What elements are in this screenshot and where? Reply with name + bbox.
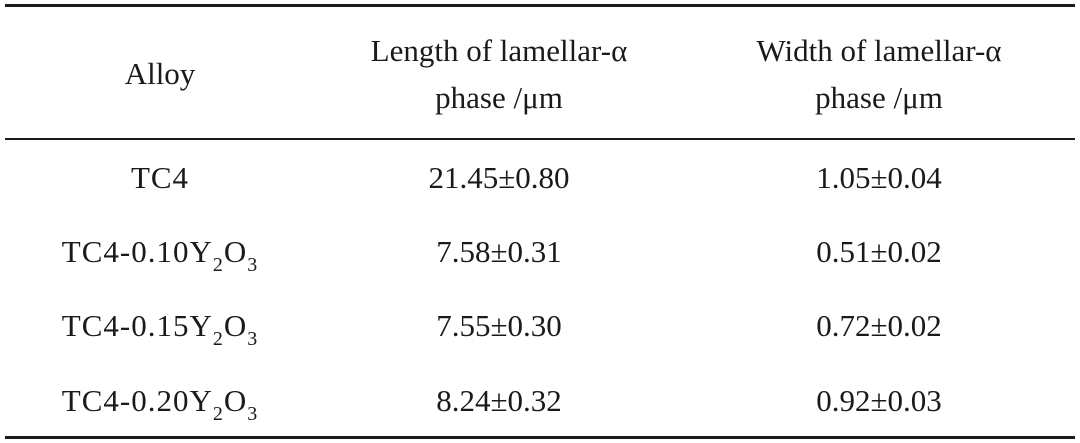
alloy-subscript: 2 [212, 403, 224, 425]
header-length-line2: phase /μm [435, 80, 563, 115]
alloy-prefix: TC4-0.15Y [61, 308, 213, 343]
width-cell: 0.51±0.02 [816, 234, 942, 269]
alloy-subscript: 3 [247, 328, 259, 350]
header-alloy: Alloy [124, 56, 196, 91]
width-cell: 0.72±0.02 [816, 308, 942, 343]
alloy-prefix: TC4-0.10Y [61, 234, 213, 269]
alloy-cell: TC4-0.10Y2O3 [62, 230, 258, 278]
width-cell: 1.05±0.04 [816, 160, 942, 195]
alloy-subscript: 2 [212, 328, 224, 350]
alloy-subscript: 2 [212, 254, 224, 276]
alloy-oxygen: O [223, 308, 248, 343]
length-cell: 7.55±0.30 [436, 308, 562, 343]
length-cell: 8.24±0.32 [436, 383, 562, 418]
table-header-rule [5, 138, 1075, 140]
header-width-line1: Width of lamellar-α [756, 33, 1002, 68]
header-length-line1: Length of lamellar-α [370, 33, 628, 68]
width-cell: 0.92±0.03 [816, 383, 942, 418]
table-top-rule [5, 4, 1075, 7]
length-cell: 7.58±0.31 [436, 234, 562, 269]
alloy-prefix: TC4-0.20Y [61, 383, 213, 418]
table-bottom-rule [5, 436, 1075, 439]
length-cell: 21.45±0.80 [428, 160, 570, 195]
alloy-cell: TC4-0.20Y2O3 [62, 379, 258, 427]
alloy-oxygen: O [223, 234, 248, 269]
alloy-oxygen: O [223, 383, 248, 418]
alloy-cell: TC4-0.15Y2O3 [62, 304, 258, 352]
alloy-prefix: TC4 [130, 160, 190, 195]
alloy-cell: TC4 [131, 156, 189, 200]
alloy-subscript: 3 [247, 254, 259, 276]
header-width-line2: phase /μm [815, 80, 943, 115]
alloy-subscript: 3 [247, 403, 259, 425]
